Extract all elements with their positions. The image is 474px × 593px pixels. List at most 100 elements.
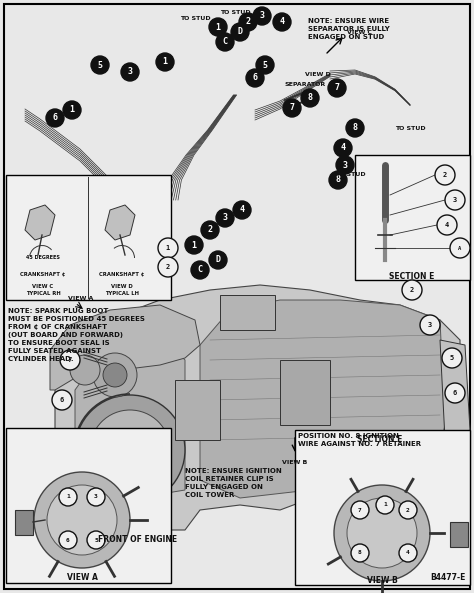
Text: NOTE: SPARK PLUG BOOT
MUST BE POSITIONED 45 DEGREES
FROM ¢ OF CRANKSHAFT
(OUT BO: NOTE: SPARK PLUG BOOT MUST BE POSITIONED… [8, 308, 145, 362]
Text: 8: 8 [353, 123, 357, 132]
Text: 5: 5 [263, 60, 267, 69]
Text: FRONT OF ENGINE: FRONT OF ENGINE [99, 535, 178, 544]
Text: 2: 2 [246, 18, 250, 27]
Text: POSITION NO. 8 IGNITION
WIRE AGAINST NO. 7 RETAINER: POSITION NO. 8 IGNITION WIRE AGAINST NO.… [298, 433, 421, 447]
Text: 5: 5 [98, 60, 102, 69]
Circle shape [34, 472, 130, 568]
Text: C: C [198, 266, 202, 275]
Circle shape [239, 13, 257, 31]
Circle shape [376, 496, 394, 514]
Circle shape [52, 390, 72, 410]
Text: 4: 4 [280, 18, 284, 27]
Circle shape [63, 101, 81, 119]
Circle shape [156, 53, 174, 71]
Polygon shape [50, 305, 200, 390]
Text: A: A [458, 246, 462, 250]
Bar [355, 155, 470, 280]
Text: 4: 4 [340, 144, 346, 152]
Circle shape [93, 353, 137, 397]
Circle shape [402, 280, 422, 300]
Circle shape [351, 501, 369, 519]
Circle shape [437, 215, 457, 235]
Text: 1: 1 [163, 58, 167, 66]
Text: D: D [237, 27, 243, 37]
Text: 2: 2 [410, 287, 414, 293]
Bar [175, 380, 220, 440]
Text: 3: 3 [343, 161, 347, 170]
Text: 3: 3 [453, 197, 457, 203]
Text: TO STUD: TO STUD [395, 126, 426, 130]
Text: 1: 1 [191, 241, 197, 250]
Text: 5: 5 [94, 537, 98, 543]
Circle shape [329, 171, 347, 189]
Circle shape [334, 139, 352, 157]
Text: VIEW A: VIEW A [66, 573, 98, 582]
Text: 6: 6 [66, 537, 70, 543]
Text: 6: 6 [453, 390, 457, 396]
Bar [295, 430, 470, 585]
Text: 2: 2 [443, 172, 447, 178]
Bar [6, 175, 171, 300]
Text: D: D [216, 256, 220, 264]
Bar [220, 295, 275, 330]
Text: 3: 3 [128, 68, 133, 76]
Circle shape [336, 156, 354, 174]
Text: 3: 3 [259, 11, 264, 21]
Circle shape [122, 442, 138, 458]
Circle shape [301, 89, 319, 107]
Text: 1: 1 [216, 23, 220, 31]
Polygon shape [55, 285, 460, 530]
Text: 7: 7 [68, 357, 72, 363]
Circle shape [46, 109, 64, 127]
Text: 4: 4 [239, 206, 245, 215]
Polygon shape [25, 205, 55, 240]
Text: CRANKSHAFT ¢

VIEW C
TYPICAL RH: CRANKSHAFT ¢ VIEW C TYPICAL RH [20, 272, 66, 295]
Text: 1: 1 [166, 245, 170, 251]
Text: 7: 7 [290, 104, 294, 113]
Text: TO STUD: TO STUD [335, 173, 365, 177]
Circle shape [399, 544, 417, 562]
Circle shape [253, 7, 271, 25]
Text: TO STUD: TO STUD [219, 9, 250, 14]
Circle shape [91, 56, 109, 74]
Circle shape [351, 544, 369, 562]
Polygon shape [200, 300, 445, 498]
Circle shape [87, 488, 105, 506]
Circle shape [442, 348, 462, 368]
Circle shape [450, 238, 470, 258]
Circle shape [328, 79, 346, 97]
Circle shape [60, 350, 80, 370]
Text: 3: 3 [94, 495, 98, 499]
Text: 2: 2 [166, 264, 170, 270]
Text: 2: 2 [208, 225, 212, 234]
Circle shape [246, 69, 264, 87]
Text: 5: 5 [450, 355, 454, 361]
Text: VIEW A: VIEW A [68, 295, 93, 301]
Bar [280, 360, 330, 425]
Text: VIEW D: VIEW D [305, 72, 331, 78]
Circle shape [231, 23, 249, 41]
Text: 7: 7 [358, 508, 362, 512]
Text: 6: 6 [253, 74, 257, 82]
Text: 8: 8 [308, 94, 312, 103]
Text: SEPARATOR: SEPARATOR [285, 82, 326, 88]
Text: NOTE: ENSURE IGNITION
COIL RETAINER CLIP IS
FULLY ENGAGED ON
COIL TOWER: NOTE: ENSURE IGNITION COIL RETAINER CLIP… [185, 468, 282, 498]
Circle shape [201, 221, 219, 239]
Circle shape [70, 355, 100, 385]
Circle shape [103, 363, 127, 387]
Circle shape [445, 383, 465, 403]
Bar [450, 522, 468, 547]
Circle shape [216, 33, 234, 51]
Text: 2: 2 [406, 508, 410, 512]
Circle shape [334, 485, 430, 581]
Text: 8: 8 [358, 550, 362, 556]
Text: 8: 8 [336, 176, 340, 184]
Circle shape [346, 119, 364, 137]
Circle shape [90, 410, 170, 490]
Circle shape [121, 63, 139, 81]
Text: VIEW B: VIEW B [366, 576, 397, 585]
Text: CRANKSHAFT ¢

VIEW D
TYPICAL LH: CRANKSHAFT ¢ VIEW D TYPICAL LH [100, 272, 145, 295]
Circle shape [191, 261, 209, 279]
Circle shape [256, 56, 274, 74]
Text: 4: 4 [406, 550, 410, 556]
